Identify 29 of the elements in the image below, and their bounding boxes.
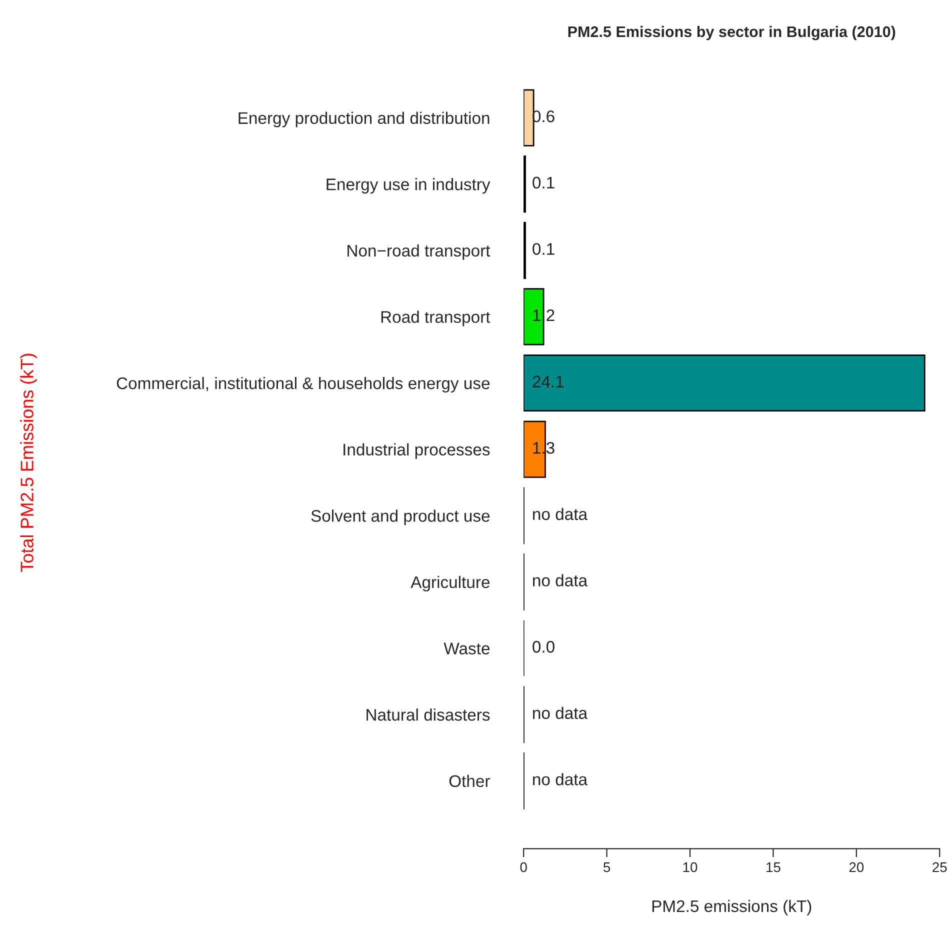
data-label: 0.1: [532, 176, 554, 189]
text: no data: [533, 706, 588, 720]
y-tick-label: Natural disasters: [366, 708, 490, 721]
y-tick-label: Solvent and product use: [311, 510, 490, 526]
data-label: 1.2: [533, 309, 554, 322]
y-tick-label: Waste: [444, 642, 490, 654]
x-tick-label: 10: [683, 862, 698, 872]
text: Total PM2.5 Emissions (kT): [20, 354, 37, 572]
text: no data: [533, 773, 588, 786]
y-tick-label: Road transport: [381, 310, 490, 326]
data-label: 0.1: [532, 243, 554, 255]
y-tick-label: Energy use in industry: [326, 178, 490, 194]
y-tick-label: Other: [449, 774, 490, 788]
x-tick-label: 25: [932, 862, 947, 872]
x-tick-label: 5: [604, 862, 610, 872]
x-tick-label: 15: [766, 862, 780, 872]
chart-title: PM2.5 Emissions by sector in Bulgaria (2010): [568, 26, 896, 40]
y-tick-label: Energy production and distribution: [238, 112, 490, 128]
x-tick-label: 20: [849, 862, 864, 872]
y-tick-label: Agriculture: [410, 576, 490, 592]
y-tick-label: Commercial, institutional & households energy use: [116, 376, 490, 393]
y-tick-label: Industrial processes: [344, 443, 490, 459]
text: no data: [533, 574, 588, 586]
text: no data: [533, 508, 588, 520]
data-label: 0.0: [532, 640, 554, 653]
y-tick-label: Non−road transport: [348, 244, 490, 260]
data-label: 24.1: [532, 376, 564, 388]
x-tick-label: 0: [520, 862, 527, 872]
x-axis-title: PM2.5 emissions (kT): [652, 900, 812, 916]
